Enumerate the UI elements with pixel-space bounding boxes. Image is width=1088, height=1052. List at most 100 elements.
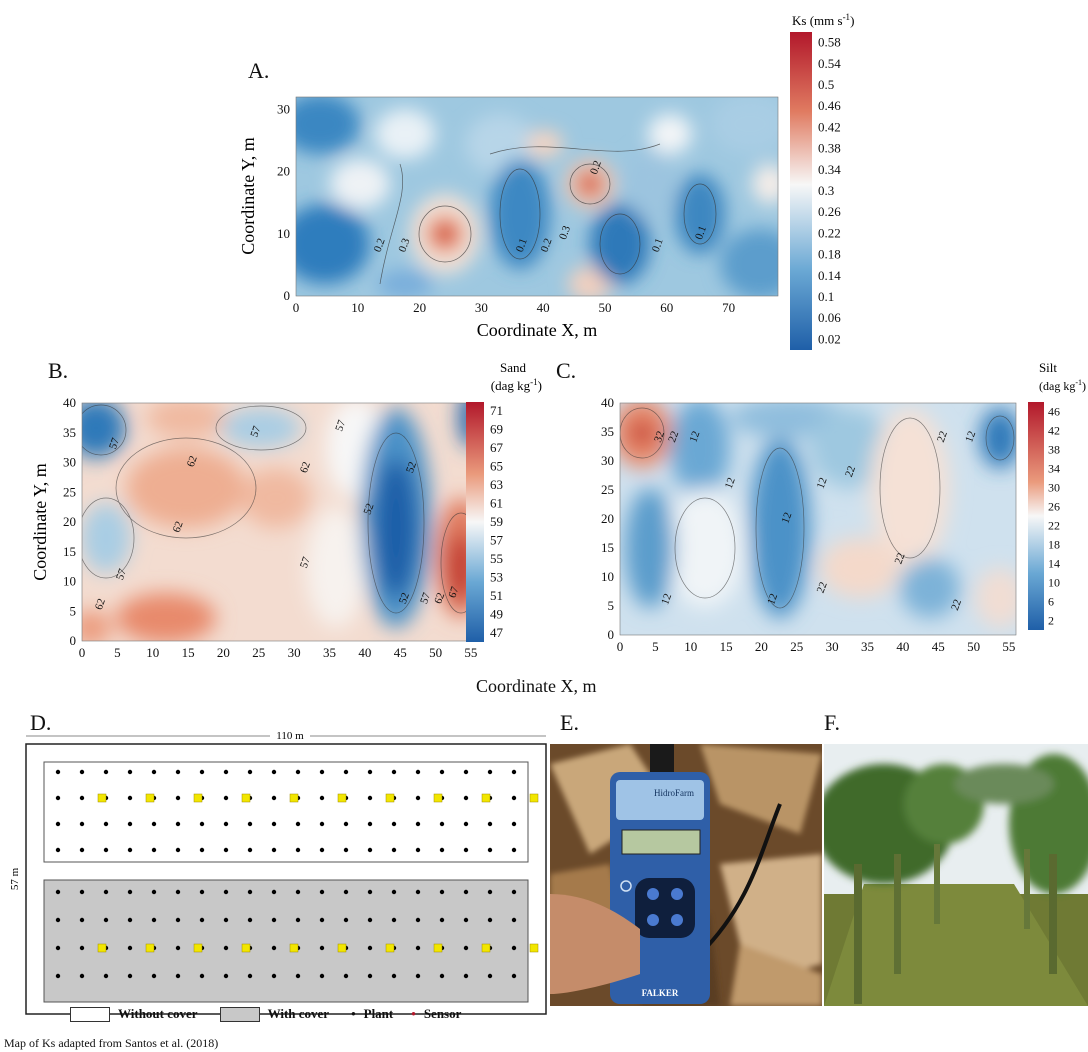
- plant-marker: [367, 795, 373, 801]
- panel-b-xtick: 20: [217, 645, 230, 658]
- plant-marker: [463, 889, 469, 895]
- colorbar-tick: 55: [490, 551, 503, 566]
- plant-marker: [511, 795, 517, 801]
- contour-label: 0.1: [693, 224, 709, 241]
- colorbar-tick: 49: [490, 606, 503, 621]
- plant-marker: [367, 973, 373, 979]
- plant-marker: [271, 821, 277, 827]
- sensor-marker: [97, 793, 107, 803]
- contour-label: 57: [333, 418, 348, 433]
- hand: [550, 894, 640, 994]
- plant-marker: [127, 889, 133, 895]
- plant-marker: [343, 769, 349, 775]
- sensor-marker: [97, 943, 107, 953]
- plant-marker: [151, 917, 157, 923]
- panel-c-xtick: 20: [755, 639, 768, 654]
- colorbar-tick: 53: [490, 569, 503, 584]
- panel-a-xlabel: Coordinate X, m: [477, 320, 597, 340]
- panel-b-xtick: 15: [182, 645, 195, 658]
- plant-marker: [79, 917, 85, 923]
- panel-a-xtick: 0: [293, 300, 300, 315]
- contour-label: 22: [949, 598, 964, 612]
- plant-marker: [319, 917, 325, 923]
- plant-marker: [175, 973, 181, 979]
- plant-marker: [391, 917, 397, 923]
- plant-marker: [79, 769, 85, 775]
- plant-marker: [463, 917, 469, 923]
- plant-marker: [103, 821, 109, 827]
- panel-a-xtick: 50: [598, 300, 611, 315]
- panel-c-xtick: 50: [967, 639, 980, 654]
- plant-marker: [439, 847, 445, 853]
- plant-marker: [151, 847, 157, 853]
- plant-marker: [487, 821, 493, 827]
- plant-marker: [367, 917, 373, 923]
- panel-b-ylabel: Coordinate Y, m: [30, 463, 50, 581]
- colorbar-tick: 47: [490, 625, 504, 640]
- plant-marker: [439, 769, 445, 775]
- plant-marker: [415, 795, 421, 801]
- plant-marker: [175, 769, 181, 775]
- contour-label: 57: [248, 424, 263, 439]
- plant-marker: [415, 889, 421, 895]
- contour-label: 62: [432, 591, 447, 605]
- plot-without-cover: [43, 761, 529, 863]
- colorbar-tick: 0.22: [818, 225, 841, 240]
- panel-b-xtick: 0: [79, 645, 86, 658]
- plant-marker: [247, 769, 253, 775]
- sensor-marker: [529, 943, 539, 953]
- contour-label: 12: [659, 592, 674, 606]
- plant-marker: [199, 973, 205, 979]
- plant-marker: [343, 917, 349, 923]
- colorbar-b-title-2: (dag kg-1): [491, 377, 542, 393]
- colorbar-tick: 0.5: [818, 77, 834, 92]
- plant-marker: [487, 917, 493, 923]
- plant-marker: [55, 889, 61, 895]
- colorbar-tick: 69: [490, 422, 503, 437]
- sensor-marker: [385, 793, 395, 803]
- plant-marker: [391, 889, 397, 895]
- plant-marker: [271, 847, 277, 853]
- plant-marker: [151, 821, 157, 827]
- colorbar-tick: 34: [1048, 462, 1060, 476]
- colorbar-tick: 0.14: [818, 268, 841, 283]
- colorbar-tick: 0.3: [818, 183, 834, 198]
- colorbar-tick: 38: [1048, 443, 1060, 457]
- plant-marker: [127, 847, 133, 853]
- contour-label: 62: [185, 454, 200, 468]
- panel-b-ytick: 35: [63, 425, 76, 440]
- plant-marker: [511, 917, 517, 923]
- plant-marker: [199, 821, 205, 827]
- colorbar-tick: 57: [490, 532, 504, 547]
- plant-marker: [127, 973, 133, 979]
- plant-marker: [511, 821, 517, 827]
- colorbar-tick: 65: [490, 459, 503, 474]
- panel-b-xtick: 25: [252, 645, 265, 658]
- plant-marker: [295, 889, 301, 895]
- contour-label: 57: [107, 436, 122, 451]
- plant-marker: [271, 973, 277, 979]
- panel-a-surface: [296, 97, 778, 296]
- contour-label: 22: [815, 580, 830, 594]
- plant-marker: [79, 973, 85, 979]
- panel-c-xtick: 35: [861, 639, 874, 654]
- panel-b-xtick: 50: [429, 645, 442, 658]
- panel-b-xtick: 45: [394, 645, 407, 658]
- plant-marker: [463, 821, 469, 827]
- plant-marker: [319, 945, 325, 951]
- sensor-marker: [481, 943, 491, 953]
- plant-marker: [223, 917, 229, 923]
- plant-marker: [439, 889, 445, 895]
- panel-c-xtick: 15: [720, 639, 733, 654]
- field-width-label: 110 m: [276, 730, 304, 742]
- plant-marker: [463, 945, 469, 951]
- contour-label: 12: [963, 430, 978, 444]
- colorbar-tick: 14: [1048, 557, 1060, 571]
- sensor-marker: [385, 943, 395, 953]
- legend-swatch-with-cover: [219, 1006, 260, 1022]
- plant-marker: [103, 769, 109, 775]
- plant-marker: [103, 889, 109, 895]
- plant-marker: [223, 795, 229, 801]
- plant-marker: [55, 769, 61, 775]
